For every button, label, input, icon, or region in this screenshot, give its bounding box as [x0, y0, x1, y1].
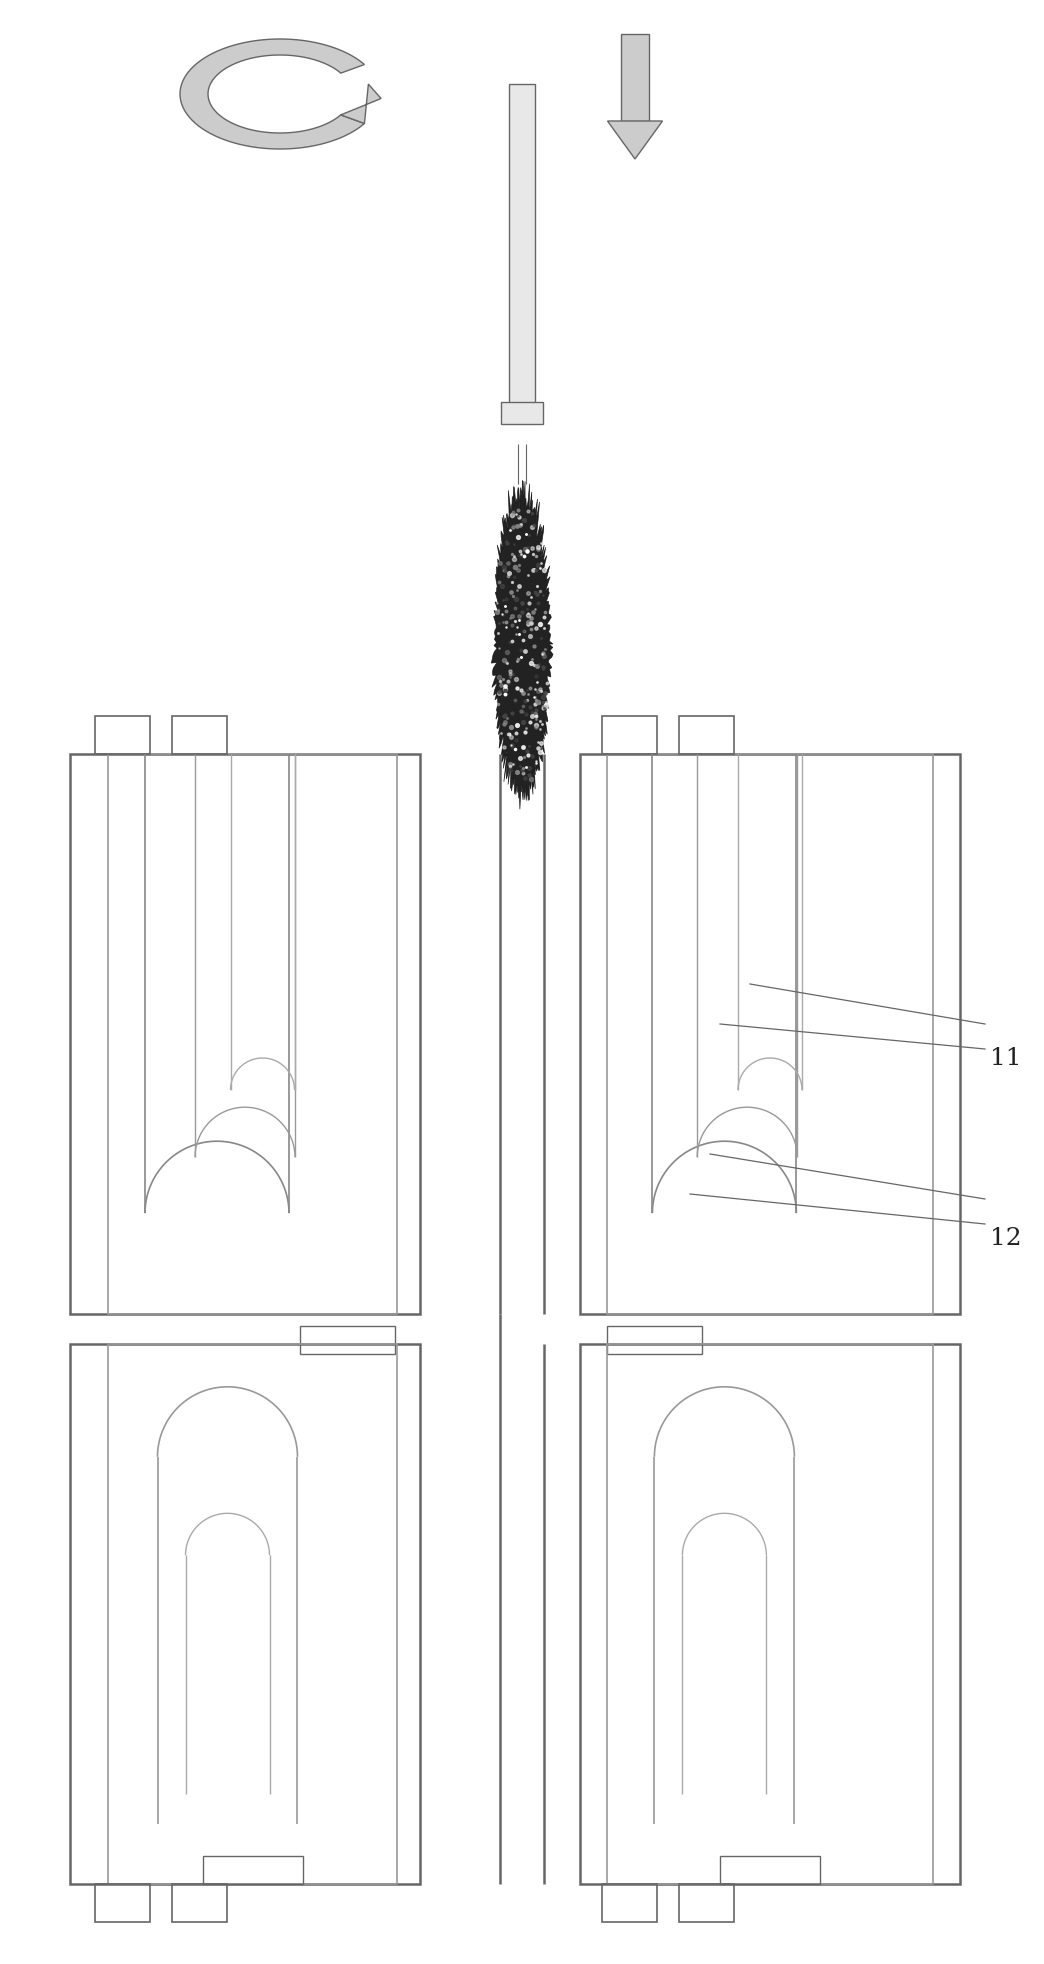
Bar [720, 1856, 820, 1883]
Bar [679, 1883, 734, 1923]
Bar [509, 84, 535, 410]
Bar [679, 717, 734, 754]
Bar [70, 754, 420, 1314]
Bar [95, 717, 150, 754]
Bar [580, 1343, 960, 1883]
Bar [621, 35, 649, 122]
Text: 11: 11 [990, 1047, 1021, 1070]
Bar [95, 1883, 150, 1923]
Bar [602, 1883, 657, 1923]
Bar [607, 1343, 933, 1883]
Bar [607, 1326, 702, 1355]
Polygon shape [340, 84, 381, 124]
Text: 12: 12 [990, 1226, 1022, 1249]
Bar [172, 1883, 227, 1923]
Bar [580, 754, 960, 1314]
Bar [172, 717, 227, 754]
Bar [602, 717, 657, 754]
Bar [501, 403, 543, 424]
Polygon shape [492, 481, 553, 809]
Bar [108, 1343, 397, 1883]
Bar [607, 754, 933, 1314]
Bar [301, 1326, 396, 1355]
Bar [70, 1343, 420, 1883]
Bar [203, 1856, 303, 1883]
Polygon shape [608, 122, 663, 159]
Bar [108, 754, 397, 1314]
Polygon shape [180, 39, 364, 149]
